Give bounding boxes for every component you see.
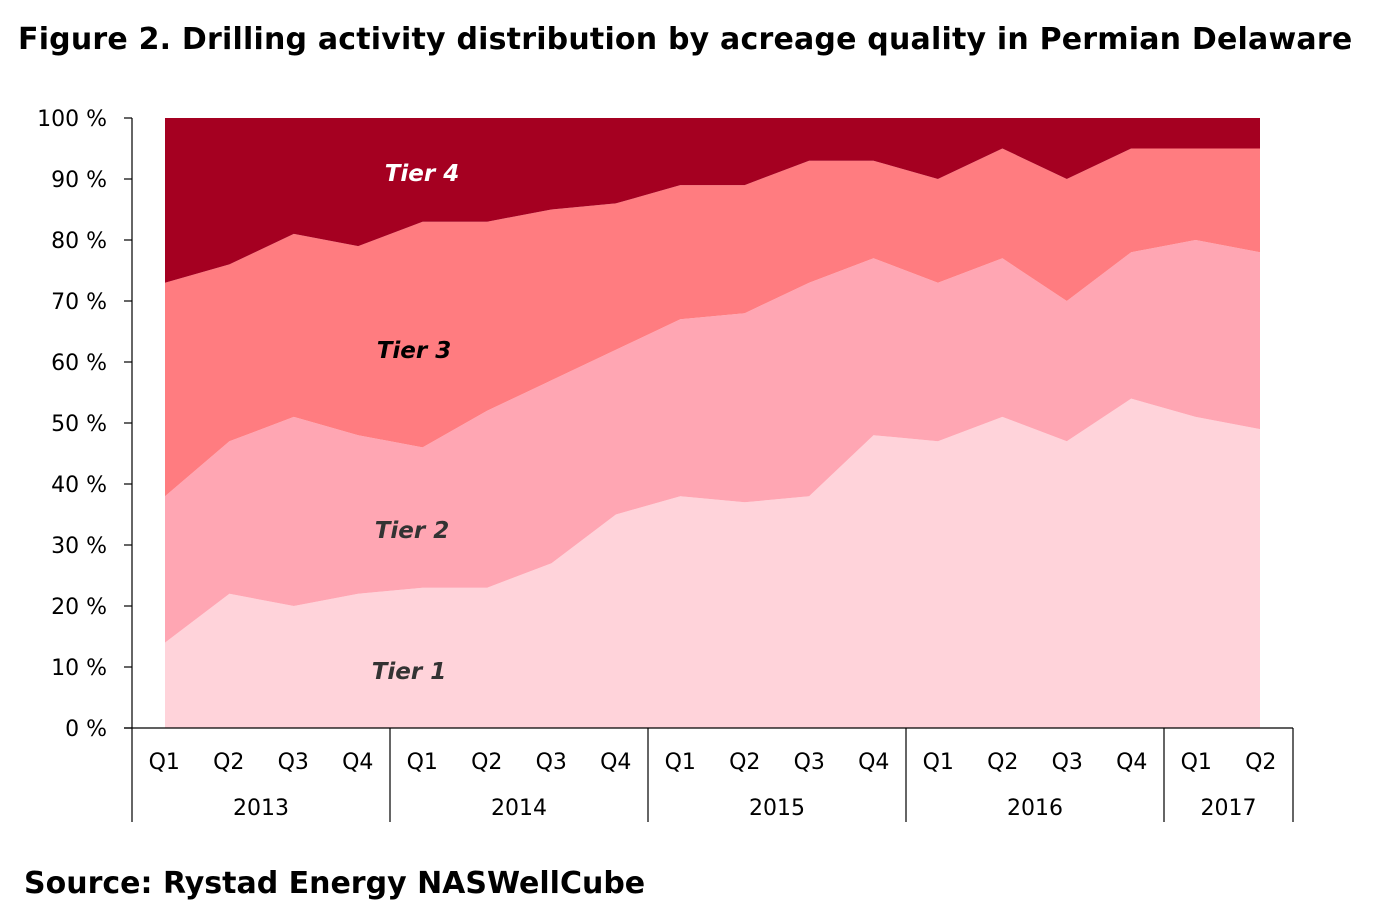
y-tick-label: 0 % bbox=[65, 717, 107, 742]
x-tick-label: Q4 bbox=[342, 750, 373, 775]
series-label-tier-2: Tier 2 bbox=[375, 518, 450, 544]
area-layer bbox=[165, 118, 1260, 728]
x-tick-label: Q1 bbox=[407, 750, 438, 775]
y-tick-label: 20 % bbox=[51, 595, 107, 620]
area-tier-4 bbox=[165, 118, 1260, 283]
y-tick-label: 50 % bbox=[51, 412, 107, 437]
area-tier-2 bbox=[165, 240, 1260, 643]
area-tier-3 bbox=[165, 148, 1260, 497]
x-tick-label: Q4 bbox=[1116, 750, 1147, 775]
x-tick-label: Q3 bbox=[794, 750, 825, 775]
x-tick-label: Q1 bbox=[665, 750, 696, 775]
x-year-label: 2013 bbox=[233, 796, 289, 821]
x-tick-label: Q2 bbox=[987, 750, 1018, 775]
x-tick-label: Q3 bbox=[278, 750, 309, 775]
x-tick-label: Q3 bbox=[1052, 750, 1083, 775]
y-tick-label: 60 % bbox=[51, 351, 107, 376]
x-year-label: 2016 bbox=[1007, 796, 1063, 821]
x-tick-label: Q4 bbox=[858, 750, 889, 775]
series-label-tier-3: Tier 3 bbox=[377, 338, 452, 364]
chart-title: Figure 2. Drilling activity distribution… bbox=[18, 22, 1353, 57]
x-year-label: 2017 bbox=[1201, 796, 1257, 821]
y-tick-label: 40 % bbox=[51, 473, 107, 498]
series-label-tier-1: Tier 1 bbox=[372, 659, 447, 685]
x-tick-label: Q1 bbox=[149, 750, 180, 775]
x-tick-label: Q4 bbox=[600, 750, 631, 775]
x-tick-label: Q2 bbox=[1245, 750, 1276, 775]
y-tick-label: 100 % bbox=[37, 107, 107, 132]
y-tick-label: 70 % bbox=[51, 290, 107, 315]
y-tick-label: 80 % bbox=[51, 229, 107, 254]
x-tick-label: Q2 bbox=[471, 750, 502, 775]
x-tick-label: Q1 bbox=[923, 750, 954, 775]
x-axis-tick-labels: Q1 Q2 Q3 Q4 Q1 Q2 Q3 Q4 Q1 Q2 Q3 Q4 Q1 Q2 Q3 Q4 Q1 Q2 2013… bbox=[149, 750, 1277, 821]
axes-layer bbox=[124, 117, 1294, 822]
x-year-label: 2015 bbox=[749, 796, 805, 821]
y-tick-label: 10 % bbox=[51, 656, 107, 681]
x-tick-label: Q2 bbox=[213, 750, 244, 775]
series-label-tier-4: Tier 4 bbox=[385, 161, 460, 187]
x-tick-label: Q2 bbox=[729, 750, 760, 775]
x-tick-label: Q3 bbox=[536, 750, 567, 775]
x-tick-label: Q1 bbox=[1181, 750, 1212, 775]
y-tick-label: 30 % bbox=[51, 534, 107, 559]
x-year-label: 2014 bbox=[491, 796, 547, 821]
y-axis-tick-labels: 0 % 10 % 20 % 30 % 40 % 50 % 60 % 70 % 80 % 90 % 1… bbox=[37, 107, 107, 742]
y-tick-label: 90 % bbox=[51, 168, 107, 193]
series-labels: Tier 1 Tier 2 Tier 3 Tier 4 bbox=[372, 161, 460, 685]
source-note: Source: Rystad Energy NASWellCube bbox=[24, 866, 646, 901]
area-tier-1 bbox=[165, 398, 1260, 728]
